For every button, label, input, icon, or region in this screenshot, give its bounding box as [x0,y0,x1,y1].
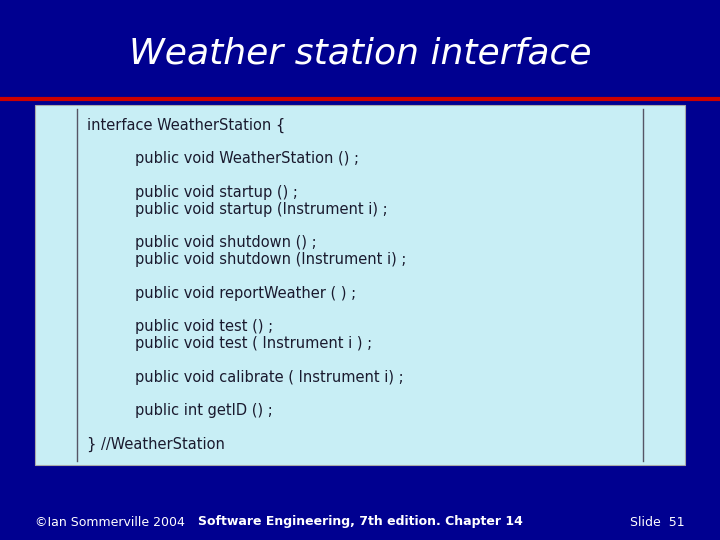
Text: public void shutdown () ;: public void shutdown () ; [135,235,317,251]
Text: public void calibrate ( Instrument i) ;: public void calibrate ( Instrument i) ; [135,370,404,385]
Text: Software Engineering, 7th edition. Chapter 14: Software Engineering, 7th edition. Chapt… [197,516,523,529]
Text: ©Ian Sommerville 2004: ©Ian Sommerville 2004 [35,516,185,529]
FancyBboxPatch shape [35,105,685,465]
Text: public void test ( Instrument i ) ;: public void test ( Instrument i ) ; [135,336,372,352]
Text: public void test () ;: public void test () ; [135,320,273,334]
Text: } //WeatherStation: } //WeatherStation [87,437,225,452]
Text: Slide  51: Slide 51 [631,516,685,529]
Text: Weather station interface: Weather station interface [129,36,591,70]
Text: public void WeatherStation () ;: public void WeatherStation () ; [135,152,359,166]
Text: public void reportWeather ( ) ;: public void reportWeather ( ) ; [135,286,356,301]
Text: public void startup () ;: public void startup () ; [135,185,298,200]
Text: public int getID () ;: public int getID () ; [135,403,273,418]
Text: public void startup (Instrument i) ;: public void startup (Instrument i) ; [135,202,387,217]
Bar [0,0,720,100]
Text: public void shutdown (Instrument i) ;: public void shutdown (Instrument i) ; [135,252,406,267]
Text: interface WeatherStation {: interface WeatherStation { [87,118,285,133]
